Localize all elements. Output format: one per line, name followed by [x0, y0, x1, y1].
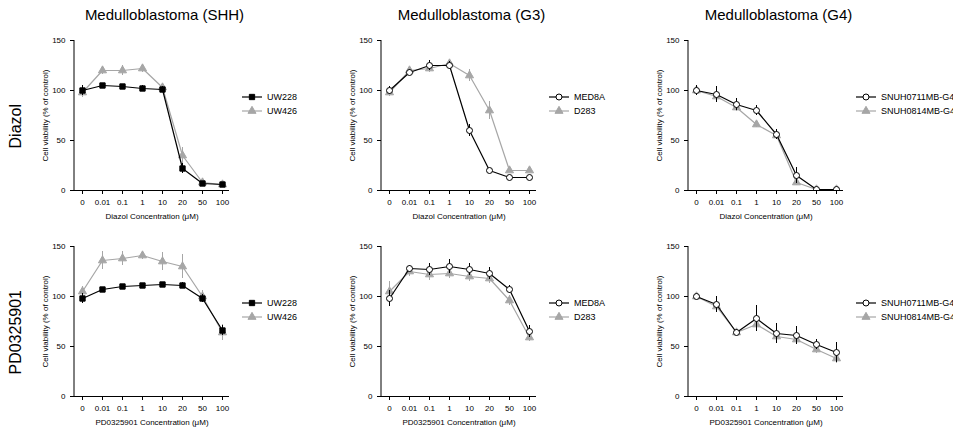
svg-text:0: 0 [675, 392, 680, 401]
svg-text:0.01: 0.01 [402, 404, 418, 413]
svg-text:0.1: 0.1 [117, 404, 129, 413]
svg-text:50: 50 [198, 198, 207, 207]
svg-text:10: 10 [465, 198, 474, 207]
svg-text:Cell viability (% of control): Cell viability (% of control) [655, 69, 664, 161]
svg-text:100: 100 [52, 292, 66, 301]
svg-text:50: 50 [812, 198, 821, 207]
svg-text:100: 100 [666, 292, 680, 301]
svg-text:150: 150 [666, 242, 680, 251]
svg-text:Cell viability (% of control): Cell viability (% of control) [41, 275, 50, 367]
svg-text:PD0325901 Concentration (μM): PD0325901 Concentration (μM) [709, 418, 822, 427]
svg-text:50: 50 [198, 404, 207, 413]
svg-text:100: 100 [830, 198, 844, 207]
html-text:MED8A: MED8A [574, 92, 605, 102]
svg-text:1: 1 [140, 404, 145, 413]
svg-text:20: 20 [485, 198, 494, 207]
html-text:UW426: UW426 [267, 312, 297, 322]
html-text:PD0325901: PD0325901 [7, 289, 24, 375]
svg-text:PD0325901 Concentration (μM): PD0325901 Concentration (μM) [402, 418, 515, 427]
html-text:D283: D283 [574, 106, 596, 116]
svg-text:20: 20 [178, 404, 187, 413]
svg-text:50: 50 [812, 404, 821, 413]
svg-text:100: 100 [216, 198, 230, 207]
svg-text:1: 1 [140, 198, 145, 207]
svg-text:50: 50 [505, 404, 514, 413]
svg-text:Cell viability (% of control): Cell viability (% of control) [348, 275, 357, 367]
svg-text:50: 50 [671, 136, 680, 145]
svg-text:0: 0 [387, 198, 392, 207]
svg-text:1: 1 [447, 404, 452, 413]
svg-text:0: 0 [694, 198, 699, 207]
svg-text:0.01: 0.01 [402, 198, 418, 207]
svg-text:0.01: 0.01 [95, 198, 111, 207]
svg-text:Diazol Concentration (μM): Diazol Concentration (μM) [412, 212, 505, 221]
svg-text:0.01: 0.01 [709, 198, 725, 207]
svg-text:0: 0 [61, 392, 66, 401]
svg-text:0: 0 [387, 404, 392, 413]
svg-text:10: 10 [158, 404, 167, 413]
html-text:Medulloblastoma (SHH): Medulloblastoma (SHH) [84, 6, 245, 23]
svg-text:100: 100 [216, 404, 230, 413]
html-text:Diazol: Diazol [7, 103, 24, 149]
svg-text:100: 100 [666, 86, 680, 95]
html-text:UW228: UW228 [267, 298, 297, 308]
svg-text:0: 0 [80, 198, 85, 207]
html-text:UW228: UW228 [267, 92, 297, 102]
svg-text:Cell viability (% of control): Cell viability (% of control) [348, 69, 357, 161]
svg-text:150: 150 [52, 242, 66, 251]
svg-text:10: 10 [158, 198, 167, 207]
svg-text:0: 0 [80, 404, 85, 413]
svg-text:50: 50 [57, 342, 66, 351]
svg-text:1: 1 [754, 198, 759, 207]
svg-text:20: 20 [178, 198, 187, 207]
svg-text:150: 150 [359, 242, 373, 251]
svg-text:0.1: 0.1 [731, 198, 743, 207]
svg-text:20: 20 [792, 404, 801, 413]
svg-text:0.1: 0.1 [117, 198, 129, 207]
svg-text:0: 0 [368, 186, 373, 195]
svg-text:20: 20 [485, 404, 494, 413]
svg-text:0: 0 [675, 186, 680, 195]
svg-text:50: 50 [57, 136, 66, 145]
svg-text:0: 0 [694, 404, 699, 413]
svg-text:0.01: 0.01 [95, 404, 111, 413]
svg-text:10: 10 [772, 198, 781, 207]
svg-text:10: 10 [772, 404, 781, 413]
svg-text:1: 1 [754, 404, 759, 413]
svg-text:100: 100 [359, 292, 373, 301]
html-text:D283: D283 [574, 312, 596, 322]
svg-text:100: 100 [830, 404, 844, 413]
svg-text:50: 50 [671, 342, 680, 351]
svg-text:Cell viability (% of control): Cell viability (% of control) [655, 275, 664, 367]
svg-text:50: 50 [364, 136, 373, 145]
svg-text:0.1: 0.1 [731, 404, 743, 413]
svg-text:150: 150 [359, 36, 373, 45]
html-text:Medulloblastoma (G4): Medulloblastoma (G4) [704, 6, 853, 23]
svg-text:100: 100 [523, 198, 537, 207]
html-text:Medulloblastoma (G3): Medulloblastoma (G3) [397, 6, 546, 23]
svg-text:150: 150 [52, 36, 66, 45]
svg-text:100: 100 [359, 86, 373, 95]
svg-text:PD0325901 Concentration (μM): PD0325901 Concentration (μM) [95, 418, 208, 427]
svg-text:100: 100 [523, 404, 537, 413]
html-text:MED8A: MED8A [574, 298, 605, 308]
svg-text:150: 150 [666, 36, 680, 45]
svg-text:0: 0 [61, 186, 66, 195]
svg-text:0.1: 0.1 [424, 198, 436, 207]
svg-text:20: 20 [792, 198, 801, 207]
svg-text:Diazol Concentration (μM): Diazol Concentration (μM) [719, 212, 812, 221]
svg-text:Diazol Concentration (μM): Diazol Concentration (μM) [105, 212, 198, 221]
svg-text:10: 10 [465, 404, 474, 413]
svg-text:0.01: 0.01 [709, 404, 725, 413]
svg-text:1: 1 [447, 198, 452, 207]
svg-text:50: 50 [364, 342, 373, 351]
html-text:UW426: UW426 [267, 106, 297, 116]
svg-text:100: 100 [52, 86, 66, 95]
svg-text:50: 50 [505, 198, 514, 207]
svg-text:Cell viability (% of control): Cell viability (% of control) [41, 69, 50, 161]
svg-text:0.1: 0.1 [424, 404, 436, 413]
svg-text:0: 0 [368, 392, 373, 401]
